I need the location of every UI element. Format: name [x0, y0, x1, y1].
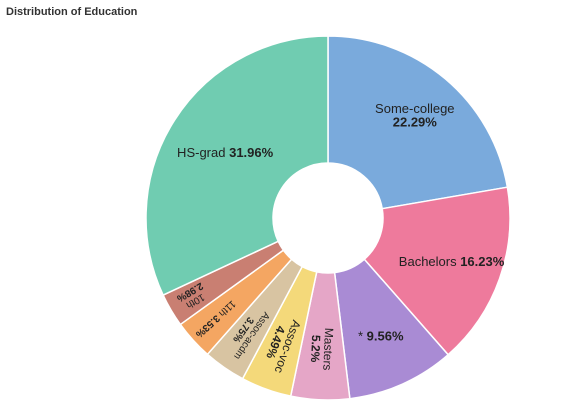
slice-label-other: * 9.56%	[358, 329, 404, 344]
slice-some-college[interactable]	[327, 35, 509, 210]
slice-label-some-college: Some-college 22.29%	[375, 101, 455, 130]
slice-bachelors[interactable]	[363, 186, 511, 356]
slice-label-hs-grad: HS-grad 31.96%	[177, 145, 274, 160]
slice-label-bachelors: Bachelors 16.23%	[399, 254, 505, 269]
slice-label-masters: Masters5.2%	[308, 327, 336, 371]
slice-hs-grad[interactable]	[145, 35, 329, 297]
chart-title: Distribution of Education	[6, 6, 138, 18]
